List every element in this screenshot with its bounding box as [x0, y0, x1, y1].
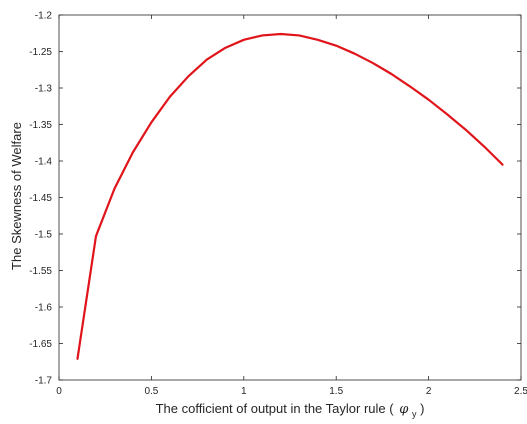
y-tick-label: -1.5 [35, 230, 53, 241]
x-tick-label: 1.5 [329, 386, 343, 397]
y-tick-label: -1.45 [29, 193, 52, 204]
y-tick-label: -1.2 [35, 11, 53, 22]
y-tick-label: -1.25 [29, 47, 52, 58]
x-tick-label: 0 [56, 386, 62, 397]
y-axis-label: The Skewness of Welfare [9, 122, 24, 270]
series [76, 32, 504, 360]
x-tick-label: 2 [426, 386, 432, 397]
y-tick-label: -1.3 [35, 84, 53, 95]
x-axis-label-symbol: φ [399, 402, 409, 417]
x-tick-label: 1 [241, 386, 247, 397]
x-tick-label: 2.5 [514, 386, 527, 397]
plot-frame [58, 14, 522, 381]
x-tick-label: 0.5 [144, 386, 158, 397]
ticks: 0 0.5 1 1.5 2 2.5 -1.7 -1.65 -1.6 -1.55 -1.5 -1.45 -… [29, 11, 527, 398]
x-axis-label-suffix: ) [420, 401, 424, 416]
y-tick-label: -1.6 [35, 303, 53, 314]
x-axis-label: The cofficient of output in the Taylor r… [156, 401, 425, 419]
axes [58, 14, 522, 381]
x-axis-label-prefix: The cofficient of output in the Taylor r… [156, 401, 395, 416]
y-tick-label: -1.35 [29, 120, 52, 131]
series-line-0 [76, 32, 504, 360]
x-axis-label-subscript: y [412, 409, 417, 419]
y-tick-label: -1.65 [29, 339, 52, 350]
y-tick-label: -1.7 [35, 376, 53, 387]
y-tick-label: -1.55 [29, 266, 52, 277]
y-tick-label: -1.4 [35, 157, 53, 168]
